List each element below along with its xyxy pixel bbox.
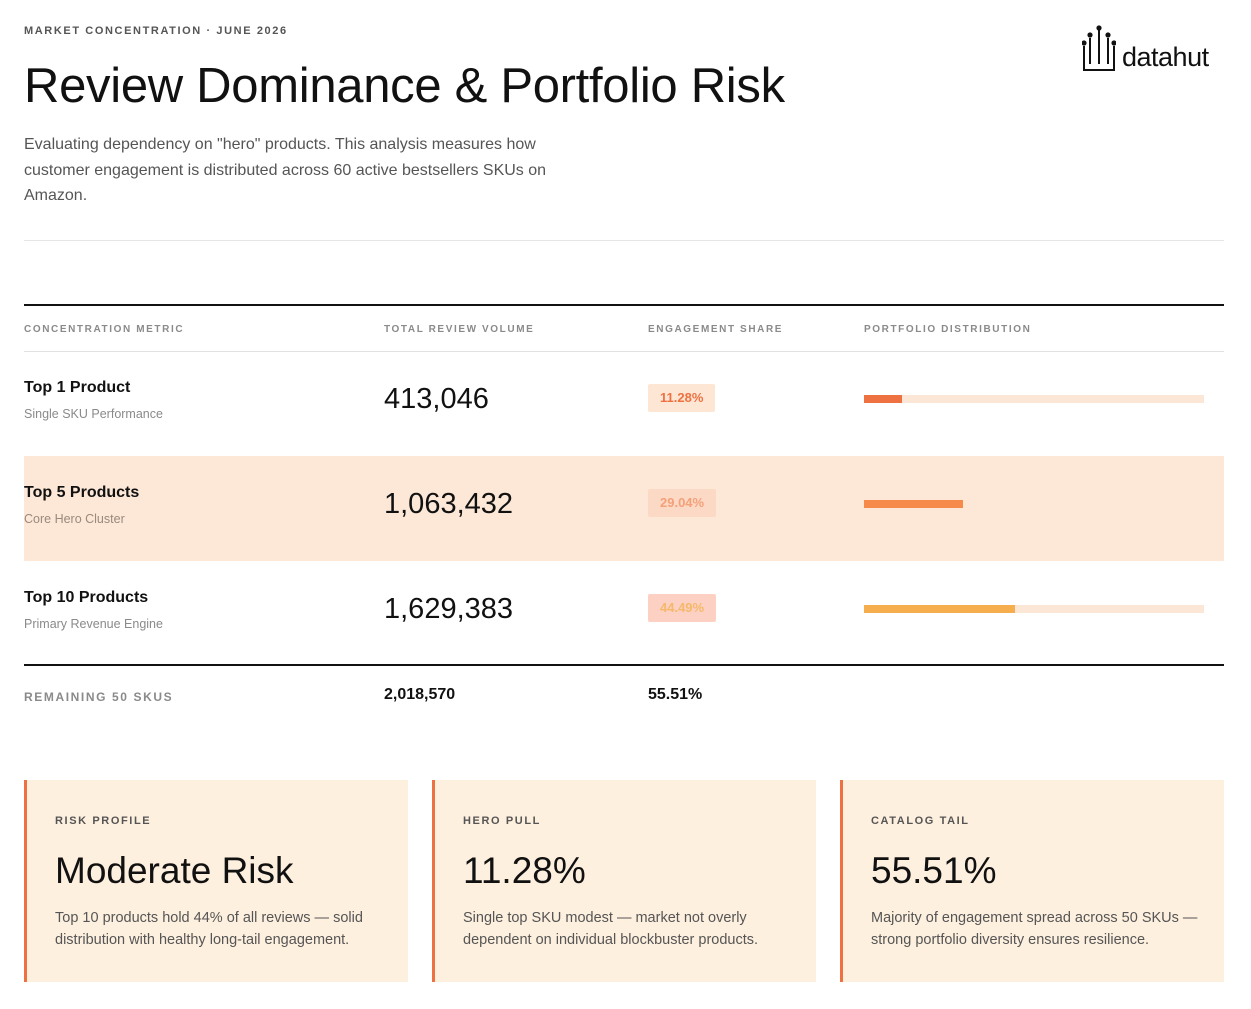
footer-review-volume: 2,018,570 bbox=[384, 686, 456, 703]
column-header-distribution: PORTFOLIO DISTRIBUTION bbox=[864, 324, 1032, 335]
header-divider bbox=[24, 240, 1224, 241]
distribution-bar-fill bbox=[864, 395, 902, 403]
card-description: Top 10 products hold 44% of all reviews … bbox=[55, 910, 363, 948]
row-title: Top 1 Product bbox=[24, 379, 131, 396]
table-top-rule bbox=[24, 304, 1224, 306]
distribution-bar bbox=[864, 605, 1204, 613]
brand-name: datahut bbox=[1122, 42, 1209, 72]
card-value: 55.51% bbox=[871, 850, 997, 891]
brand-logo: datahut bbox=[1082, 24, 1222, 74]
column-header-metric: CONCENTRATION METRIC bbox=[24, 324, 185, 335]
card-label: CATALOG TAIL bbox=[871, 815, 970, 827]
share-badge: 44.49% bbox=[648, 594, 717, 622]
row-subtitle: Single SKU Performance bbox=[24, 407, 163, 421]
distribution-bar-fill bbox=[864, 500, 963, 508]
card-label: RISK PROFILE bbox=[55, 815, 152, 827]
row-subtitle: Primary Revenue Engine bbox=[24, 617, 163, 631]
risk-profile-card: RISK PROFILE Moderate Risk Top 10 produc… bbox=[24, 780, 408, 982]
footer-label: REMAINING 50 SKUS bbox=[24, 690, 174, 704]
distribution-bar-fill bbox=[864, 605, 1015, 613]
review-volume: 1,629,383 bbox=[384, 593, 514, 625]
table-row: Top 5 Products Core Hero Cluster 1,063,4… bbox=[24, 456, 1224, 561]
datahut-logo-icon bbox=[1082, 25, 1116, 71]
page-title: Review Dominance & Portfolio Risk bbox=[24, 59, 785, 113]
table-footer-rule bbox=[24, 664, 1224, 666]
footer-engagement-share: 55.51% bbox=[648, 686, 703, 703]
table-row: Top 1 Product Single SKU Performance 413… bbox=[24, 351, 1224, 456]
distribution-bar bbox=[864, 500, 1204, 508]
distribution-bar bbox=[864, 395, 1204, 403]
row-title: Top 10 Products bbox=[24, 589, 149, 606]
report-eyebrow: MARKET CONCENTRATION · JUNE 2026 bbox=[24, 25, 288, 37]
review-volume: 413,046 bbox=[384, 383, 489, 415]
share-badge: 11.28% bbox=[648, 384, 716, 412]
review-volume: 1,063,432 bbox=[384, 488, 514, 520]
row-subtitle: Core Hero Cluster bbox=[24, 512, 125, 526]
card-value: Moderate Risk bbox=[55, 850, 294, 891]
column-header-share: ENGAGEMENT SHARE bbox=[648, 324, 784, 335]
table-row: Top 10 Products Primary Revenue Engine 1… bbox=[24, 561, 1224, 666]
card-label: HERO PULL bbox=[463, 815, 541, 827]
column-header-volume: TOTAL REVIEW VOLUME bbox=[384, 324, 535, 335]
table-header-rule bbox=[24, 351, 1224, 352]
hero-pull-card: HERO PULL 11.28% Single top SKU modest —… bbox=[432, 780, 816, 982]
card-description: Single top SKU modest — market not overl… bbox=[463, 910, 759, 948]
catalog-tail-card: CATALOG TAIL 55.51% Majority of engageme… bbox=[840, 780, 1224, 982]
share-badge: 29.04% bbox=[648, 489, 717, 517]
card-value: 11.28% bbox=[463, 850, 586, 891]
card-description: Majority of engagement spread across 50 … bbox=[871, 910, 1198, 948]
page-subtitle: Evaluating dependency on "hero" products… bbox=[24, 136, 547, 204]
row-title: Top 5 Products bbox=[24, 484, 140, 501]
